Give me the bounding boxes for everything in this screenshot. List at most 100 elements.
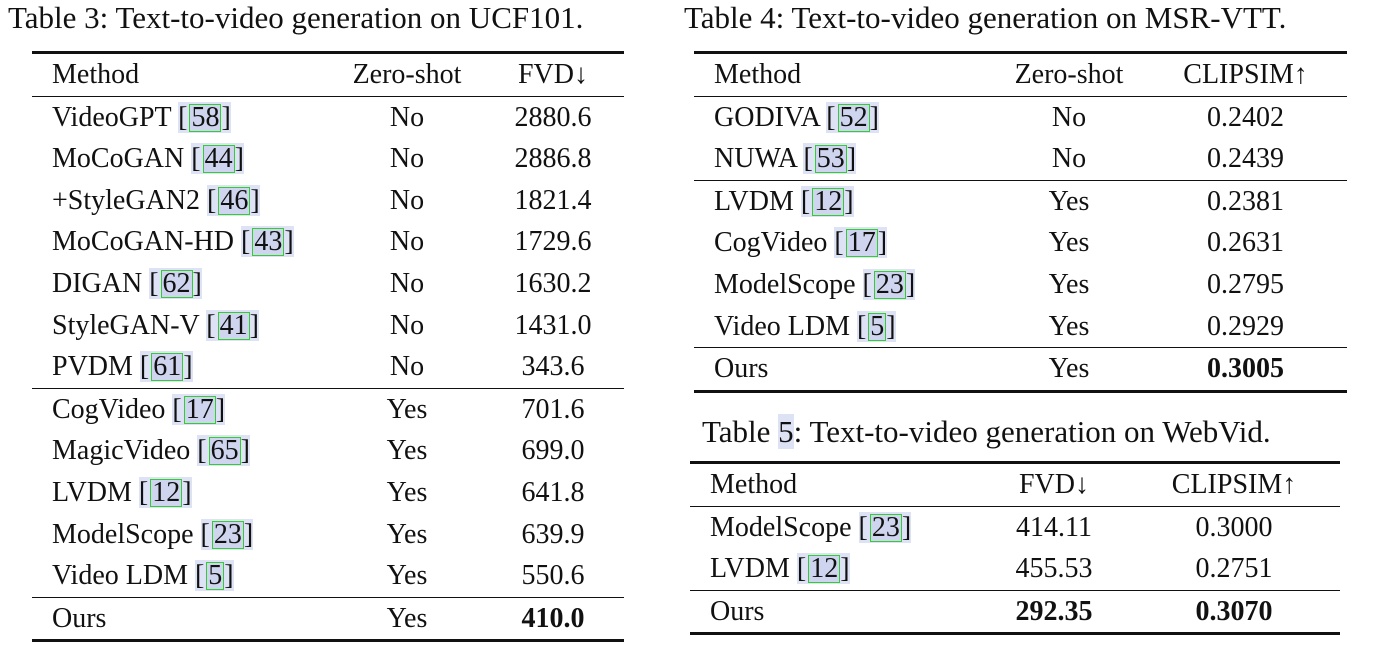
citation-link[interactable]: 41 [217, 309, 250, 341]
table-row: Video LDM [5] Yes 550.6 [32, 555, 624, 597]
method-name: ModelScope [710, 511, 852, 543]
method-cell: LVDM [12] [32, 472, 332, 514]
fvd-cell: 641.8 [521, 476, 585, 508]
cite-bracket-close: ] [284, 226, 294, 258]
table4-caption: Table 4: Text-to-video generation on MSR… [684, 0, 1287, 35]
method-name: LVDM [52, 476, 132, 508]
cite-bracket-open: [ [241, 226, 251, 258]
method-name: GODIVA [714, 101, 820, 133]
method-cell: CogVideo [17] [32, 388, 332, 430]
cite-bracket-close: ] [221, 101, 231, 133]
citation-link[interactable]: 12 [812, 185, 845, 217]
table4-header-zeroshot: Zero-shot [1014, 59, 1124, 90]
citation-link[interactable]: 5 [206, 560, 225, 592]
method-cell: ModelScope [23] [690, 506, 980, 548]
fvd-cell: 701.6 [521, 393, 585, 425]
citation-link[interactable]: 17 [183, 393, 216, 425]
table4-ours-clipsim: 0.3005 [1207, 353, 1284, 385]
cite-bracket-close: ] [215, 393, 226, 425]
table-row: +StyleGAN2 [46] No 1821.4 [32, 180, 624, 222]
table-row: CogVideo [17] Yes 0.2631 [694, 222, 1347, 264]
citation: [12] [796, 553, 850, 585]
table3-header-fvd: FVD↓ [517, 59, 588, 90]
table5-caption-number[interactable]: 5 [778, 414, 794, 449]
citation: [65] [197, 435, 250, 467]
citation-link[interactable]: 61 [151, 351, 184, 383]
cite-bracket-close: ] [905, 268, 916, 300]
citation-link[interactable]: 23 [211, 518, 244, 550]
cite-bracket-close: ] [240, 435, 250, 467]
citation: [62] [149, 267, 202, 299]
citation-link[interactable]: 58 [189, 101, 222, 133]
cite-bracket-close: ] [846, 143, 857, 175]
fvd-cell: 2886.8 [514, 143, 592, 175]
method-cell: +StyleGAN2 [46] [32, 180, 332, 222]
citation-link[interactable]: 23 [873, 268, 906, 300]
method-cell: StyleGAN-V [41] [32, 305, 332, 347]
table-row: CogVideo [17] Yes 701.6 [32, 388, 624, 430]
clipsim-cell: 0.2381 [1207, 185, 1284, 217]
zero_shot-cell: No [389, 143, 425, 175]
zero_shot-cell: Yes [386, 393, 428, 425]
cite-bracket-close: ] [877, 227, 888, 259]
method-name: CogVideo [714, 227, 828, 259]
cite-bracket-close: ] [840, 553, 850, 585]
zero_shot-cell: No [389, 101, 425, 133]
citation: [23] [862, 268, 916, 300]
method-name: MoCoGAN-HD [52, 226, 234, 258]
method-cell: DIGAN [62] [32, 263, 332, 305]
cite-bracket-close: ] [192, 267, 202, 299]
clipsim-cell: 0.2751 [1195, 553, 1273, 585]
table5: Table 5: Text-to-video generation on Web… [690, 414, 1340, 635]
citation-link[interactable]: 43 [252, 226, 285, 258]
citation-link[interactable]: 53 [814, 143, 847, 175]
citation-link[interactable]: 44 [202, 143, 235, 175]
method-cell: ModelScope [23] [32, 514, 332, 556]
citation-link[interactable]: 5 [868, 310, 887, 342]
citation-link[interactable]: 12 [808, 553, 841, 585]
table5-header-row: Method FVD↓ CLIPSIM↑ [690, 462, 1340, 507]
table-row: MoCoGAN-HD [43] No 1729.6 [32, 221, 624, 263]
table-row: ModelScope [23] Yes 639.9 [32, 514, 624, 556]
table4: Table 4: Text-to-video generation on MSR… [684, 0, 1347, 393]
table3-ours-row: Ours Yes 410.0 [32, 597, 624, 641]
cite-bracket-close: ] [183, 351, 193, 383]
cite-bracket-open: [ [194, 560, 205, 592]
table3-group2: CogVideo [17] Yes 701.6 MagicVideo [65] Yes 6… [32, 388, 624, 597]
zero_shot-cell: No [389, 309, 425, 341]
table4-header-row: Method Zero-shot CLIPSIM↑ [694, 52, 1347, 97]
table5-caption: Table 5: Text-to-video generation on Web… [702, 414, 1340, 450]
method-cell: ModelScope [23] [694, 264, 994, 306]
citation-link[interactable]: 12 [150, 476, 183, 508]
table5-grid: Method FVD↓ CLIPSIM↑ ModelScope [23] 414.… [690, 461, 1340, 635]
citation-link[interactable]: 62 [160, 267, 193, 299]
zero_shot-cell: No [1051, 143, 1087, 175]
method-cell: LVDM [12] [694, 180, 994, 222]
cite-bracket-open: [ [834, 227, 844, 259]
citation: [5] [194, 560, 234, 592]
citation-link[interactable]: 52 [837, 101, 870, 133]
zero_shot-cell: Yes [386, 476, 428, 508]
method-name: MagicVideo [52, 435, 191, 467]
citation-link[interactable]: 65 [208, 435, 241, 467]
citation: [52] [826, 101, 879, 133]
fvd-cell: 550.6 [521, 560, 585, 592]
table-row: PVDM [61] No 343.6 [32, 346, 624, 389]
table3-ours-fvd: 410.0 [521, 602, 585, 634]
table4-ours-zeroshot: Yes [1048, 353, 1090, 385]
zero_shot-cell: No [389, 267, 425, 299]
cite-bracket-open: [ [149, 267, 159, 299]
cite-bracket-close: ] [249, 309, 259, 341]
cite-bracket-close: ] [886, 310, 896, 342]
clipsim-cell: 0.2402 [1207, 101, 1284, 133]
citation-link[interactable]: 46 [218, 184, 251, 216]
citation-link[interactable]: 17 [845, 227, 878, 259]
citation: [17] [834, 227, 888, 259]
citation-link[interactable]: 23 [869, 511, 902, 543]
clipsim-cell: 0.2929 [1207, 310, 1284, 342]
table5-ours-method: Ours [710, 595, 765, 627]
method-cell: LVDM [12] [690, 548, 980, 590]
method-name: DIGAN [52, 267, 143, 299]
method-name: NUWA [714, 143, 797, 175]
citation: [41] [206, 309, 259, 341]
